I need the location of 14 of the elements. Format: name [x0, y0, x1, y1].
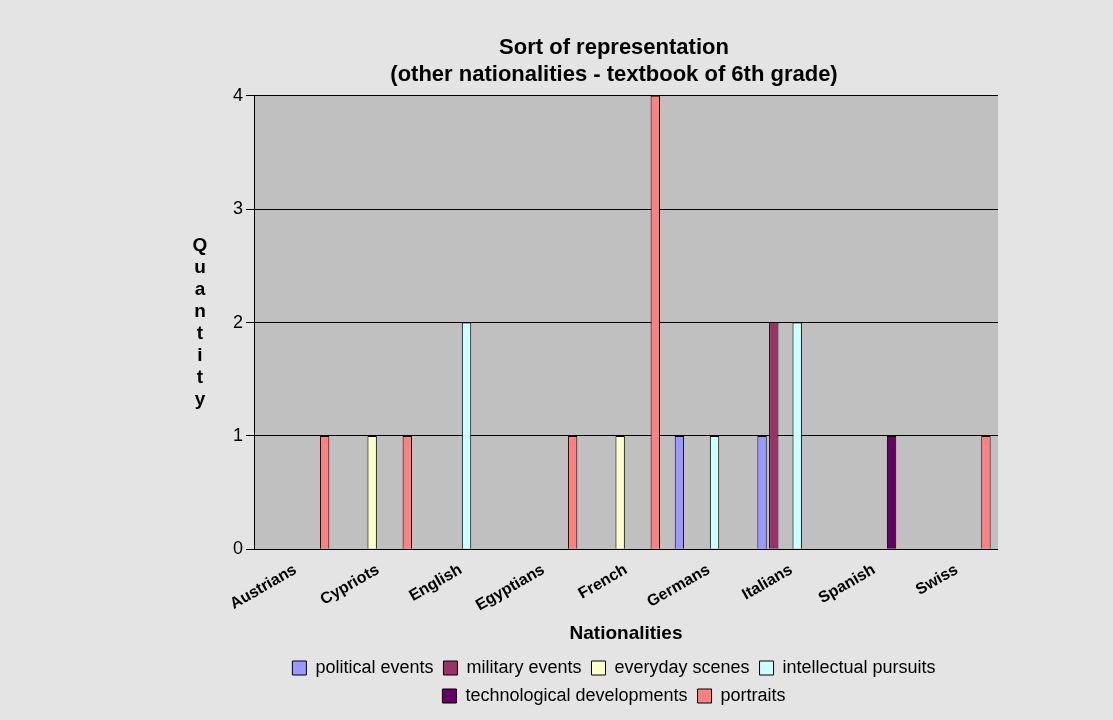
chart-title: Sort of representation (other nationalities - textbook of 6th grade): [390, 34, 838, 86]
y-tick-label: 2: [233, 311, 244, 332]
y-tick-label: 0: [233, 538, 244, 559]
x-axis-title: Nationalities: [569, 621, 683, 643]
y-tick-label: 1: [233, 424, 244, 445]
legend-label: military events: [466, 656, 582, 677]
legend-label: everyday scenes: [614, 656, 750, 677]
legend-label: intellectual pursuits: [782, 656, 936, 677]
y-axis-title: Quantity: [192, 233, 208, 409]
legend-label: political events: [315, 656, 434, 677]
y-tick-label: 4: [233, 84, 244, 105]
y-tick-label: 3: [233, 198, 244, 219]
legend-label: technological developments: [465, 684, 688, 705]
legend-label: portraits: [720, 684, 786, 705]
